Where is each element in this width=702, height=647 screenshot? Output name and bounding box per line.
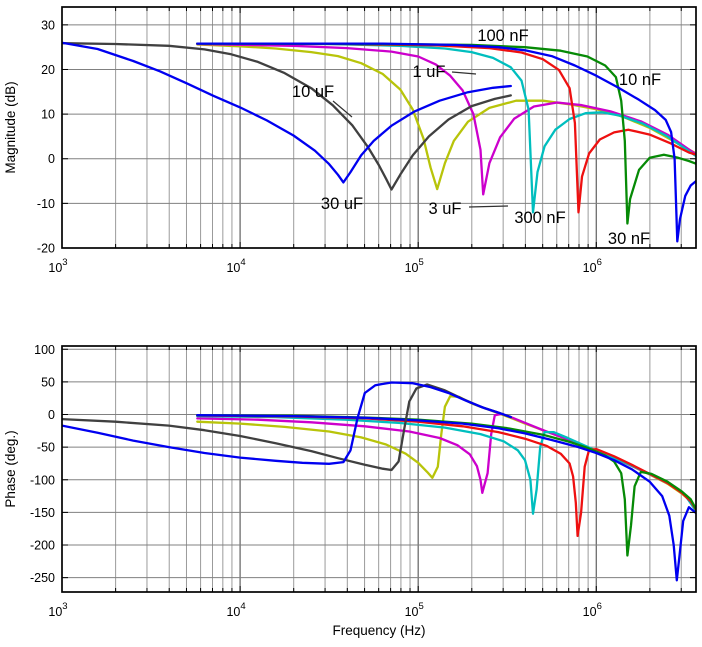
- y-axis-label: Phase (deg.): [3, 430, 18, 507]
- grid: [62, 346, 696, 592]
- annotation-100nF: 100 nF: [477, 27, 528, 45]
- y-tick-label: 0: [48, 408, 55, 422]
- curve-30uF: [62, 41, 512, 184]
- curve-30uF: [62, 381, 512, 465]
- y-tick-label: -150: [30, 506, 55, 520]
- x-axis-label: Frequency (Hz): [332, 623, 425, 638]
- curve-30nF: [196, 42, 696, 225]
- annotation-leader-line: [332, 100, 353, 118]
- y-tick-label: 20: [41, 63, 55, 77]
- y-tick-label: -250: [30, 571, 55, 585]
- curve-100nF: [196, 42, 696, 214]
- y-tick-label: -10: [37, 197, 55, 211]
- y-tick-label: 0: [48, 152, 55, 166]
- y-tick-label: 100: [34, 343, 55, 357]
- y-tick-label: -50: [37, 441, 55, 455]
- annotation-30nF: 30 nF: [608, 230, 650, 248]
- y-axis-label: Magnitude (dB): [3, 81, 18, 173]
- curve-3uF: [196, 43, 696, 191]
- annotation-10nF: 10 nF: [619, 71, 661, 89]
- tick-marks: [61, 346, 696, 592]
- x-tick-label: 104: [226, 257, 245, 275]
- curve-10nF: [196, 42, 696, 243]
- x-tick-label: 106: [583, 601, 602, 619]
- annotation-30uF: 30 uF: [321, 195, 363, 213]
- curve-30nF: [196, 414, 696, 557]
- annotation-1uF: 1 uF: [412, 63, 445, 81]
- y-tick-label: 10: [41, 108, 55, 122]
- annotation-3uF: 3 uF: [428, 200, 461, 218]
- phase-plot: 103 104 105 106 100 50 0 -50 -100 -150 -200 -250 Pha…: [3, 343, 697, 638]
- annotation-300nF: 300 nF: [514, 209, 565, 227]
- x-tick-label: 104: [226, 601, 245, 619]
- x-tick-label: 103: [48, 601, 67, 619]
- y-tick-label: -200: [30, 539, 55, 553]
- y-tick-label: 50: [41, 375, 55, 389]
- y-tick-label: -100: [30, 473, 55, 487]
- tick-marks: [61, 7, 696, 249]
- y-tick-label: -20: [37, 242, 55, 256]
- curve-1uF: [196, 42, 696, 196]
- y-tick-label: 30: [41, 18, 55, 32]
- x-tick-label: 105: [405, 601, 424, 619]
- x-tick-label: 105: [405, 257, 424, 275]
- curve-300nF: [196, 42, 696, 214]
- annotation-10uF: 10 uF: [292, 83, 334, 101]
- curve-10nF: [196, 414, 696, 582]
- series-group: [62, 381, 696, 582]
- annotation-leader-line: [451, 71, 477, 75]
- x-tick-label: 106: [583, 257, 602, 275]
- magnitude-plot: 103 104 105 106 30 20 10 0 -10 -20 Magnitude (dB) 1…: [3, 6, 697, 275]
- series-group: [62, 41, 696, 243]
- curve-3uF: [196, 395, 696, 512]
- x-tick-label: 103: [48, 257, 67, 275]
- annotation-leader-line: [468, 205, 509, 208]
